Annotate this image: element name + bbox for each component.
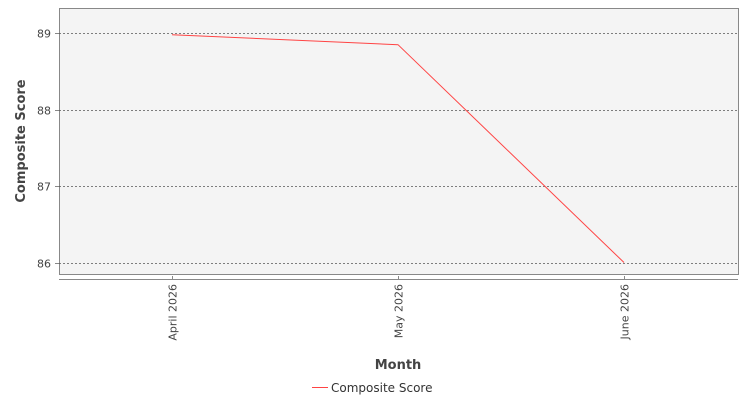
y-tick-label: 87 [37, 181, 51, 194]
y-tick-label: 88 [37, 105, 51, 118]
grid-lines [59, 33, 738, 264]
x-tick-label: May 2026 [393, 284, 406, 338]
x-axis: April 2026 May 2026 June 2026 [59, 276, 738, 341]
x-tick-label: April 2026 [167, 284, 180, 341]
legend: Composite Score [312, 381, 432, 395]
y-axis: 86 87 88 89 [37, 28, 59, 271]
y-tick-label: 86 [37, 258, 51, 271]
series-layer [171, 34, 625, 263]
y-axis-title: Composite Score [14, 79, 29, 202]
x-axis-title: Month [375, 358, 422, 373]
legend-label: Composite Score [331, 381, 432, 395]
y-tick-label: 89 [37, 28, 51, 41]
plot-area [59, 8, 739, 275]
series-line [171, 34, 625, 263]
x-tick-label: June 2026 [619, 284, 632, 340]
